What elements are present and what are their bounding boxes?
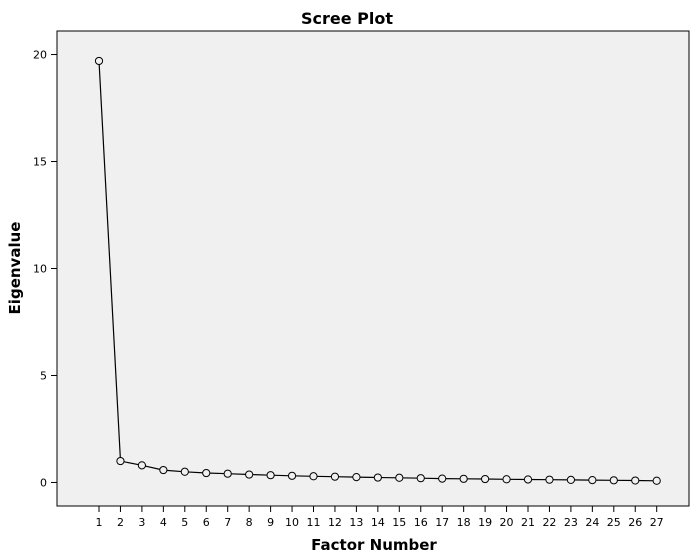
data-point xyxy=(266,471,275,480)
x-tick-label: 19 xyxy=(478,516,492,529)
x-tick-label: 18 xyxy=(457,516,471,529)
x-tick-label: 23 xyxy=(564,516,578,529)
x-tick-label: 12 xyxy=(328,516,342,529)
data-point xyxy=(287,471,297,480)
x-tick-label: 27 xyxy=(650,516,664,529)
x-tick-label: 14 xyxy=(371,516,385,529)
x-tick-label: 7 xyxy=(224,516,231,529)
data-point xyxy=(481,474,490,484)
data-point xyxy=(631,476,640,485)
data-point xyxy=(459,474,468,483)
data-point xyxy=(416,474,425,483)
data-point xyxy=(373,473,382,482)
y-tick-label: 15 xyxy=(33,156,47,169)
data-point xyxy=(588,476,597,485)
x-tick-label: 5 xyxy=(181,516,188,529)
data-point xyxy=(202,468,211,478)
data-point xyxy=(545,475,554,484)
data-point xyxy=(309,472,318,481)
x-tick-label: 13 xyxy=(349,516,363,529)
data-point xyxy=(395,473,404,482)
data-point xyxy=(566,475,576,484)
y-tick-label: 20 xyxy=(33,49,47,62)
data-point xyxy=(159,465,168,475)
data-point xyxy=(245,470,254,479)
x-tick-label: 11 xyxy=(307,516,321,529)
x-tick-label: 8 xyxy=(246,516,253,529)
x-tick-label: 4 xyxy=(160,516,167,529)
x-tick-label: 10 xyxy=(285,516,299,529)
data-point xyxy=(137,461,146,470)
y-tick-label: 0 xyxy=(40,476,47,489)
y-axis-label: Eigenvalue xyxy=(6,222,24,315)
chart-title: Scree Plot xyxy=(301,9,393,28)
data-point xyxy=(94,56,104,66)
data-series xyxy=(94,56,661,485)
x-tick-label: 17 xyxy=(435,516,449,529)
x-tick-label: 25 xyxy=(607,516,621,529)
x-tick-label: 16 xyxy=(414,516,428,529)
y-tick-label: 5 xyxy=(40,369,47,382)
x-tick-label: 15 xyxy=(392,516,406,529)
x-tick-label: 22 xyxy=(542,516,556,529)
x-tick-label: 26 xyxy=(628,516,642,529)
x-tick-label: 24 xyxy=(585,516,599,529)
data-point xyxy=(116,456,125,466)
y-tick-label: 10 xyxy=(33,263,47,276)
x-tick-label: 2 xyxy=(117,516,124,529)
data-point xyxy=(438,474,447,483)
data-point xyxy=(502,475,511,484)
x-tick-label: 1 xyxy=(96,516,103,529)
x-tick-label: 3 xyxy=(138,516,145,529)
x-tick-label: 9 xyxy=(267,516,274,529)
data-point xyxy=(180,467,189,476)
data-point xyxy=(352,473,361,482)
data-point xyxy=(223,469,232,478)
data-point xyxy=(609,476,618,485)
x-tick-label: 20 xyxy=(500,516,514,529)
data-point xyxy=(330,472,340,481)
plot-area xyxy=(56,30,690,507)
data-point xyxy=(652,476,661,485)
x-tick-label: 21 xyxy=(521,516,535,529)
data-point xyxy=(523,475,533,484)
x-tick-label: 6 xyxy=(203,516,210,529)
x-axis-label: Factor Number xyxy=(311,536,437,554)
